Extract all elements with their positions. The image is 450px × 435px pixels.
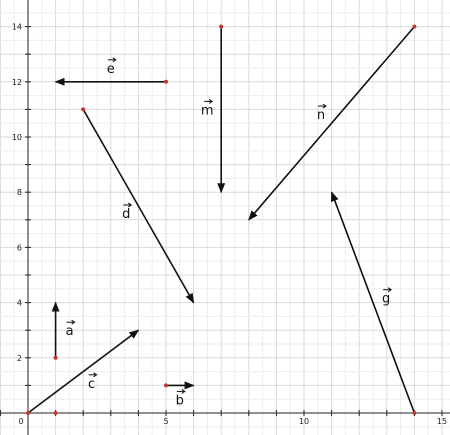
- vector-label-arrowhead-icon: [71, 319, 76, 325]
- point: [53, 411, 58, 415]
- vector-d: [82, 109, 195, 304]
- y-tick-label: 6: [17, 243, 22, 252]
- y-tick-label: 14: [12, 23, 22, 32]
- vector-n: [248, 26, 416, 221]
- vector-label-arrowhead-icon: [208, 98, 214, 104]
- vector-label-e: e: [107, 62, 115, 77]
- vector-label-c: c: [88, 377, 95, 392]
- vector-c: [27, 329, 140, 414]
- vector-label-m: m: [201, 103, 214, 118]
- x-tick-label: 10: [299, 417, 309, 426]
- y-tick-label: 2: [17, 354, 22, 363]
- y-tick-label: 8: [17, 188, 22, 197]
- vector-e-tail-point: [164, 79, 168, 84]
- y-tick-label: 12: [12, 78, 22, 87]
- vector-label-arrowhead-icon: [387, 287, 393, 293]
- vector-b-tail-point: [164, 383, 168, 388]
- vector-a-tail-point: [53, 355, 58, 360]
- vector-labels: a b c d e m n g: [66, 57, 393, 408]
- vector-label-a: a: [66, 324, 74, 339]
- vectors: [26, 24, 417, 415]
- vector-n-tail-point: [412, 24, 417, 29]
- x-tick-label: 15: [437, 417, 447, 426]
- vector-label-arrowhead-icon: [93, 372, 98, 378]
- x-tick-label: 5: [163, 417, 168, 426]
- vector-label-arrowhead-icon: [127, 202, 133, 208]
- vector-label-arrowhead-icon: [112, 57, 117, 63]
- vector-label-g: g: [382, 292, 390, 307]
- y-tick-label: 10: [12, 133, 22, 142]
- vector-label-b: b: [176, 393, 184, 408]
- vector-c-tail-point: [26, 411, 30, 415]
- vector-label-d: d: [122, 207, 130, 222]
- vector-label-arrowhead-icon: [322, 103, 327, 109]
- vector-label-n: n: [317, 108, 325, 123]
- vector-label-arrowhead-icon: [181, 388, 186, 394]
- vector-g-tail-point: [412, 411, 417, 415]
- y-tick-label: 4: [17, 299, 22, 308]
- vector-d-tail-point: [81, 107, 86, 112]
- vector-g: [330, 191, 416, 414]
- vector-m-tail-point: [219, 24, 224, 29]
- x-tick-label: 0: [18, 417, 23, 426]
